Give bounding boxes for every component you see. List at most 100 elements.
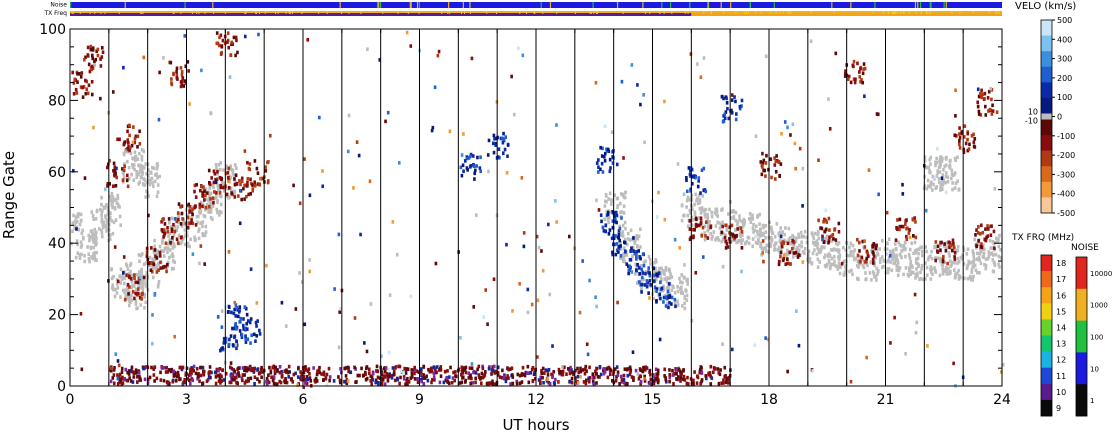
scatter-point [724,246,728,250]
scatter-point [476,367,479,372]
scatter-point [375,364,379,369]
scatter-point [929,155,933,160]
scatter-point [829,264,832,268]
scatter-point [492,364,496,369]
scatter-point [946,179,950,184]
scatter-point [857,265,860,269]
scatter-point [608,169,612,174]
scatter-point [613,214,616,219]
scatter-point [461,163,465,168]
scatter-point [337,375,340,379]
scatter-point [961,257,964,261]
scatter-point [787,226,791,231]
scatter-point [267,373,270,378]
scatter-point [764,249,768,253]
scatter-point [887,237,891,242]
scatter-point [981,230,985,235]
scatter-point [325,383,329,387]
scatter-point [722,378,725,382]
scatter-point [635,254,638,258]
velocity-color-segment [1041,51,1052,68]
scatter-point [658,292,662,297]
scatter-point [155,270,159,274]
scatter-point [663,293,667,298]
scatter-point [697,176,701,180]
scatter-point [1000,370,1003,374]
scatter-point [743,241,747,246]
scatter-point [930,180,933,185]
scatter-point [128,145,132,150]
scatter-point [453,378,456,383]
scatter-point [897,240,900,245]
scatter-point [656,273,659,278]
scatter-point [377,380,380,385]
scatter-point [679,379,682,383]
txfreq-strip-tick [902,11,904,14]
scatter-point [167,368,171,372]
scatter-point [956,248,960,253]
scatter-point [635,250,638,254]
scatter-point [204,205,208,210]
scatter-point [151,341,154,346]
scatter-point [142,366,145,371]
scatter-point [803,247,807,251]
scatter-point [270,375,273,380]
scatter-point [221,180,224,185]
scatter-point [285,370,288,374]
scatter-point [147,213,150,218]
scatter-point [908,247,912,252]
scatter-point [529,371,533,375]
txfreq-strip-tick [894,11,896,14]
scatter-point [201,204,204,209]
scatter-point [272,375,276,380]
scatter-point [856,61,859,66]
scatter-point [100,219,104,224]
scatter-point [849,80,853,85]
scatter-point [153,252,156,256]
scatter-point [470,56,474,61]
scatter-point [233,163,237,167]
scatter-point [691,227,695,232]
scatter-point [760,172,764,177]
scatter-point [462,169,465,174]
scatter-point [962,150,966,155]
scatter-point [156,183,160,187]
scatter-point [989,246,993,250]
scatter-point [650,382,653,386]
scatter-point [473,171,476,176]
scatter-point [381,376,384,381]
noise-strip-label: Noise [50,2,67,9]
scatter-point [995,236,998,241]
scatter-point [122,142,126,147]
scatter-point [314,380,317,384]
scatter-point [416,377,419,381]
scatter-point [933,266,936,270]
scatter-point [717,381,721,386]
scatter-point [982,251,986,256]
scatter-point [574,376,577,380]
scatter-point [227,342,231,347]
scatter-point [805,235,809,240]
scatter-point [824,238,827,243]
scatter-point [668,294,672,298]
scatter-point [827,97,830,101]
scatter-point [852,77,856,81]
scatter-point [895,268,899,272]
scatter-point [972,140,976,145]
scatter-point [603,124,607,129]
scatter-point [76,242,79,247]
scatter-point [90,92,94,97]
scatter-point [808,257,812,261]
scatter-point [256,319,259,323]
scatter-point [688,219,692,223]
scatter-point [849,253,853,258]
scatter-point [905,226,908,231]
scatter-point [305,381,309,386]
txfreq-strip-tick [760,11,762,14]
scatter-point [450,380,454,385]
scatter-point [127,303,131,308]
scatter-point [175,228,179,232]
scatter-point [647,266,650,270]
scatter-point [76,214,80,219]
scatter-point [219,202,223,207]
